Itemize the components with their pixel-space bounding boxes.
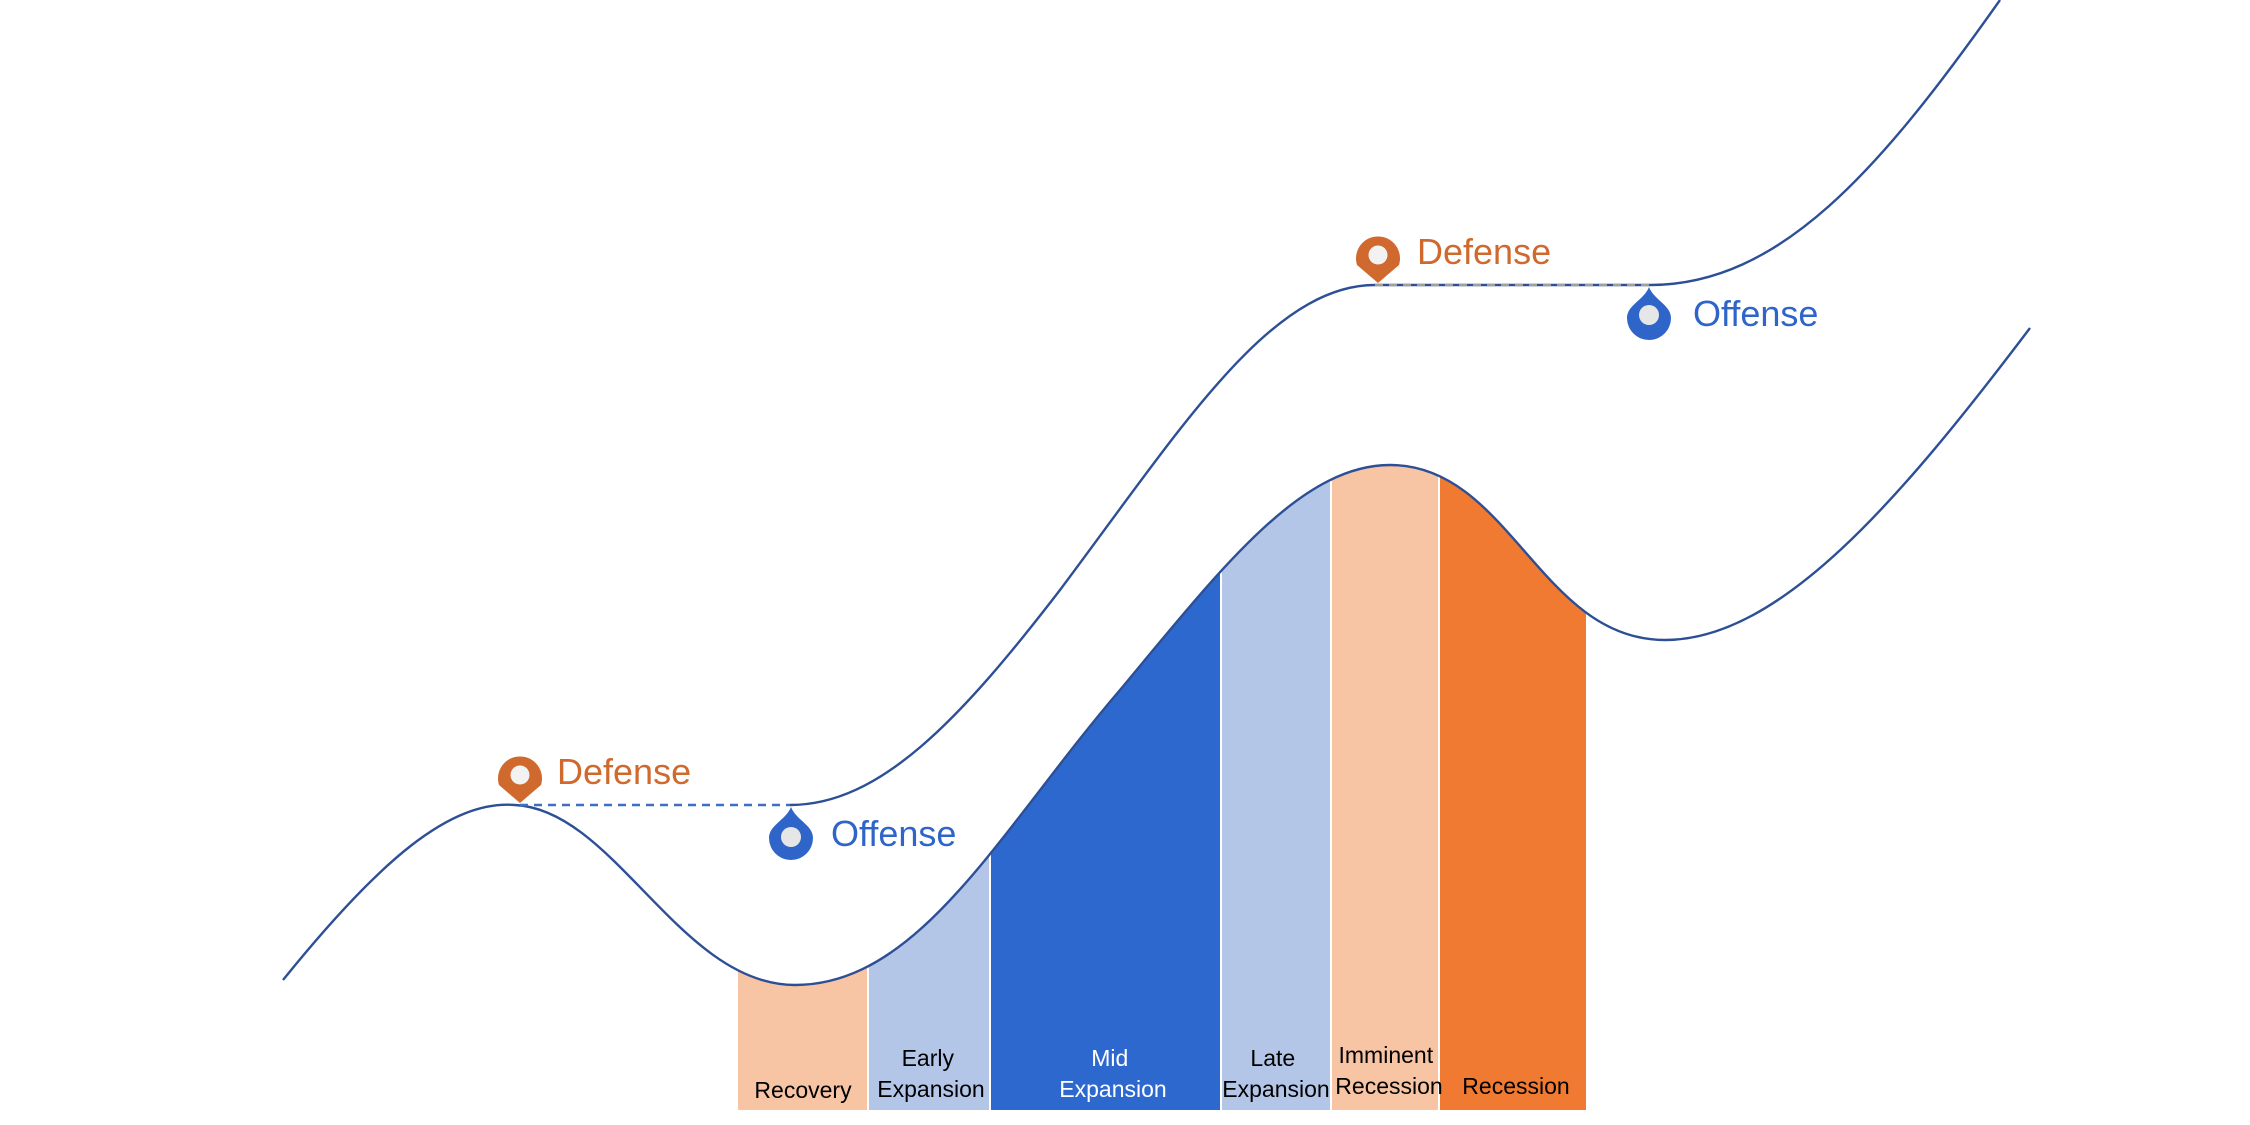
phase-label-recession: Recession [1462, 1073, 1569, 1099]
phase-bands [738, 328, 1586, 1110]
offense-marker-2: Offense [1627, 287, 1818, 340]
offense-label: Offense [1693, 293, 1818, 334]
defense-marker-1: Defense [497, 751, 691, 803]
phase-band-imminent-recession [1332, 328, 1438, 1110]
phase-label-imminent-recession: Imminent Recession [1335, 1042, 1442, 1099]
offense-label: Offense [831, 813, 956, 854]
upper-cycle-curve [789, 0, 2001, 807]
phase-label-late-expansion: Late Expansion [1222, 1045, 1329, 1102]
lower-cycle-curve [282, 327, 2031, 987]
phase-band-recession [1440, 328, 1586, 1110]
phase-band-recovery [738, 328, 867, 1110]
defense-marker-2: Defense [1356, 231, 1551, 283]
phase-label-mid-expansion: Mid Expansion [1059, 1045, 1166, 1102]
phase-label-early-expansion: Early Expansion [877, 1045, 984, 1102]
phase-band-early-expansion [869, 328, 989, 1110]
defense-label: Defense [557, 751, 691, 792]
phase-labels: Recovery Early Expansion Mid Expansion L… [754, 1042, 1569, 1103]
offense-marker-1: Offense [769, 807, 956, 860]
defense-label: Defense [1417, 231, 1551, 272]
phase-label-recovery: Recovery [754, 1077, 852, 1103]
phase-band-late-expansion [1222, 328, 1330, 1110]
